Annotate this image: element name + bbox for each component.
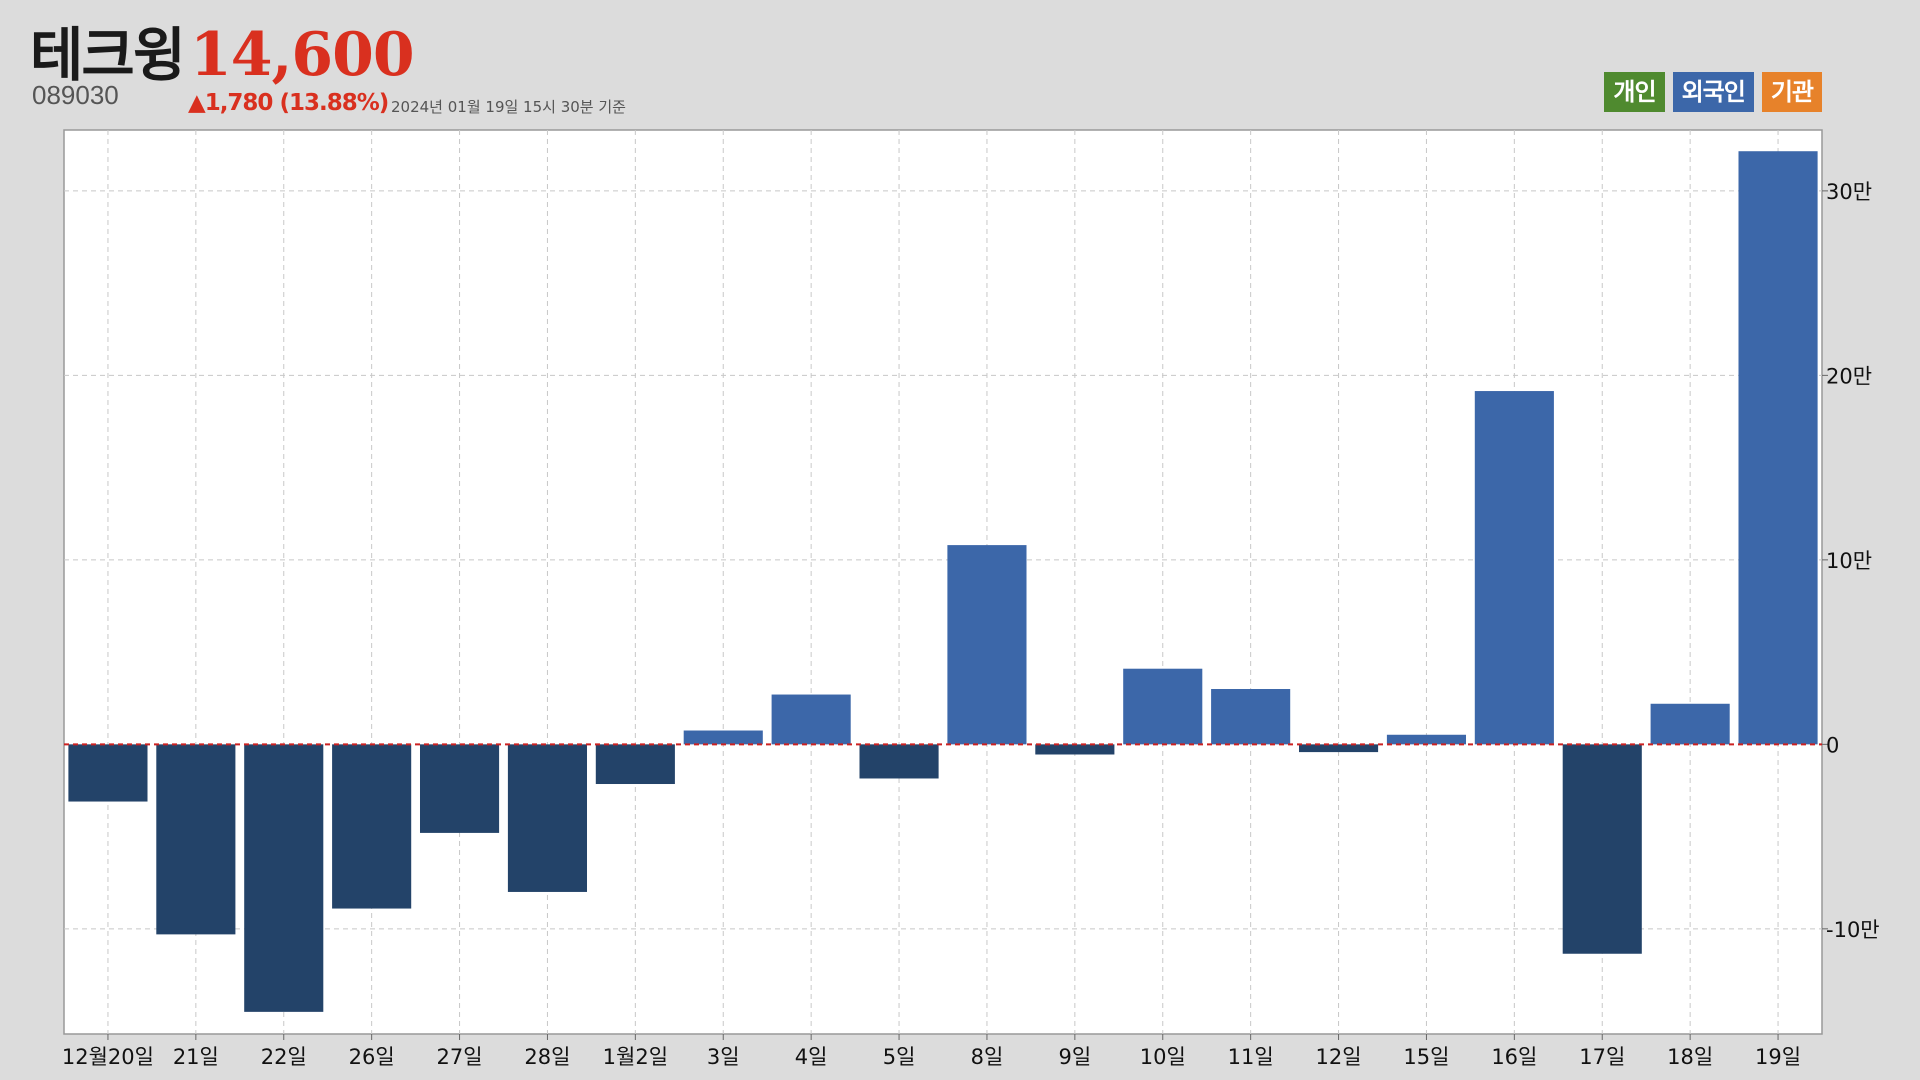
x-tick-label: 11일 [1228, 1045, 1274, 1069]
bar[interactable] [1386, 734, 1467, 745]
x-tick-label: 28일 [524, 1045, 570, 1069]
x-tick-label: 15일 [1403, 1045, 1449, 1069]
bar[interactable] [68, 744, 148, 802]
y-tick-label: 0 [1826, 733, 1839, 757]
bar[interactable] [859, 744, 939, 779]
x-tick-label: 10일 [1140, 1045, 1186, 1069]
bar[interactable] [1562, 744, 1642, 954]
x-axis: 12월20일 21일 22일 26일 27일 28일 1월2일 3일 4일 5일 8일 9일 10일 11… [62, 1034, 1801, 1069]
y-tick-label: 30만 [1826, 180, 1872, 204]
y-axis: 30만 20만 10만 0 -10만 [1822, 180, 1880, 942]
x-tick-label: 18일 [1667, 1045, 1713, 1069]
x-tick-label: 22일 [261, 1045, 307, 1069]
x-tick-label: 3일 [707, 1045, 740, 1069]
x-tick-label: 5일 [883, 1045, 916, 1069]
x-tick-label: 17일 [1579, 1045, 1625, 1069]
bar[interactable] [419, 744, 500, 833]
legend-individual[interactable]: 개인 [1604, 72, 1665, 112]
x-tick-label: 4일 [795, 1045, 828, 1069]
x-tick-label: 12월20일 [62, 1045, 154, 1069]
bar[interactable] [683, 730, 763, 745]
legend-foreign[interactable]: 외국인 [1672, 72, 1754, 112]
legend: 개인 외국인 기관 [1604, 72, 1822, 112]
stock-name: 테크윙 [30, 21, 186, 89]
x-tick-label: 26일 [349, 1045, 395, 1069]
x-tick-label: 16일 [1491, 1045, 1537, 1069]
bar[interactable] [771, 694, 851, 745]
price-change: ▲1,780 (13.88%) [188, 90, 389, 116]
bar[interactable] [244, 744, 324, 1012]
bar[interactable] [332, 744, 412, 909]
y-tick-label: 10만 [1826, 549, 1872, 573]
bar[interactable] [1035, 744, 1115, 755]
bar[interactable] [1650, 703, 1730, 745]
bar[interactable] [1123, 668, 1203, 745]
chart-header: 테크윙 14,600 089030 ▲1,780 (13.88%) 2024년 … [0, 0, 1920, 125]
bar[interactable] [156, 744, 236, 935]
stock-price: 14,600 [190, 20, 415, 90]
bar[interactable] [1738, 151, 1818, 745]
bar[interactable] [1211, 689, 1291, 745]
bar[interactable] [1474, 391, 1554, 745]
stock-code: 089030 [32, 80, 119, 110]
x-tick-label: 12일 [1316, 1045, 1362, 1069]
x-tick-label: 19일 [1755, 1045, 1801, 1069]
bar[interactable] [595, 744, 675, 785]
timestamp: 2024년 01월 19일 15시 30분 기준 [391, 98, 626, 116]
legend-institution[interactable]: 기관 [1761, 72, 1822, 112]
plot-area [63, 129, 1823, 1035]
bars [68, 151, 1818, 1012]
y-tick-label: 20만 [1826, 364, 1872, 388]
x-tick-label: 8일 [971, 1045, 1004, 1069]
x-tick-label: 9일 [1059, 1045, 1092, 1069]
bar[interactable] [1298, 744, 1379, 753]
x-tick-label: 27일 [437, 1045, 483, 1069]
x-tick-label: 1월2일 [603, 1045, 668, 1069]
x-tick-label: 21일 [173, 1045, 219, 1069]
bar[interactable] [507, 744, 588, 892]
bar[interactable] [947, 545, 1027, 745]
y-tick-label: -10만 [1826, 918, 1880, 942]
